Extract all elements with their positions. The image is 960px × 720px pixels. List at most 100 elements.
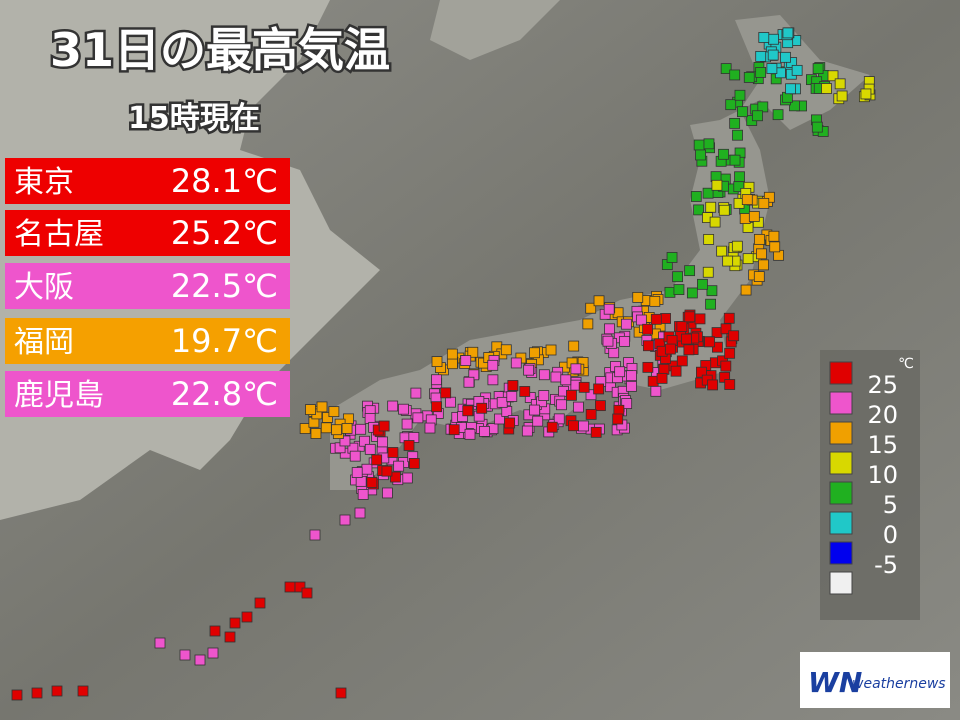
station-marker [398,403,409,415]
logo-text: weathernews [852,676,946,692]
city-list: 東京 28.1℃ 名古屋 25.2℃ 大阪 22.5℃ 福岡 19.7℃ 鹿児島 22.8℃ [5,158,290,417]
station-marker [524,392,536,403]
station-marker [556,399,567,411]
station-marker [811,121,823,133]
station-marker [361,463,373,475]
station-marker [545,344,557,356]
station-marker [578,381,590,393]
station-marker [224,631,236,643]
station-marker [704,336,715,348]
station-marker [339,435,351,447]
station-marker [445,396,456,408]
legend-label: 5 [883,491,898,519]
station-marker [11,689,23,701]
station-marker [642,361,654,373]
station-marker [366,477,378,488]
station-marker [716,245,728,257]
station-marker [772,109,784,121]
station-marker [568,340,580,352]
station-marker [401,418,413,430]
station-marker [585,409,597,420]
station-marker [523,364,535,376]
station-marker [578,420,589,432]
station-marker [703,234,715,245]
station-marker [709,216,721,228]
station-marker [742,253,754,265]
station-marker [412,412,424,424]
station-marker [702,187,714,199]
logo-mark: WN [808,666,862,699]
station-marker [538,390,550,401]
station-marker [732,129,743,141]
station-marker [766,63,778,74]
station-marker [626,380,637,392]
station-marker [758,259,769,271]
station-marker [316,401,328,413]
city-row [5,318,290,364]
station-marker [755,67,767,78]
legend-swatch [829,541,853,565]
station-marker [650,313,662,325]
station-marker [664,343,676,355]
station-marker [707,379,719,391]
station-marker [608,347,620,359]
station-marker [769,241,781,253]
legend-swatch [829,451,853,475]
legend-swatch [829,481,853,505]
station-marker [614,366,626,378]
station-marker [729,69,741,81]
station-marker [310,428,322,439]
station-marker [529,347,540,359]
station-marker [585,389,597,401]
station-marker [585,302,597,314]
station-marker [696,366,707,378]
city-temp: 22.5℃ [171,267,278,305]
station-marker [401,472,413,484]
station-marker [446,358,458,370]
city-temp: 28.1℃ [171,162,278,200]
station-marker [666,252,678,263]
station-marker [299,423,311,434]
station-marker [500,344,512,356]
station-marker [718,148,729,160]
station-marker [241,611,253,623]
station-marker [740,284,752,296]
station-marker [154,637,166,649]
station-marker [860,88,872,100]
station-marker [603,303,615,315]
station-marker [403,440,415,451]
station-marker [320,422,332,434]
station-marker [724,347,736,359]
station-marker [604,323,615,335]
station-marker [593,295,605,307]
station-marker [711,179,723,191]
station-marker [51,685,63,697]
station-marker [387,447,399,458]
legend-label: -5 [874,551,898,579]
station-marker [695,149,706,161]
station-marker [568,420,579,432]
station-marker [743,72,755,83]
legend-label: 25 [867,371,898,399]
station-marker [519,386,531,397]
station-marker [729,154,741,166]
station-marker [446,348,458,360]
station-marker [725,99,737,111]
station-marker [354,507,366,519]
station-marker [673,284,685,296]
station-marker [590,426,602,438]
city-name: 名古屋 [14,217,104,252]
station-marker [209,625,221,637]
station-marker [573,401,584,413]
station-marker [720,63,732,74]
station-marker [229,617,241,629]
station-marker [408,458,420,469]
legend-swatch [829,421,853,445]
station-marker [570,363,582,375]
station-marker [753,271,765,282]
station-marker [479,426,490,437]
station-marker [496,396,508,408]
station-marker [728,330,740,342]
station-marker [424,422,436,434]
